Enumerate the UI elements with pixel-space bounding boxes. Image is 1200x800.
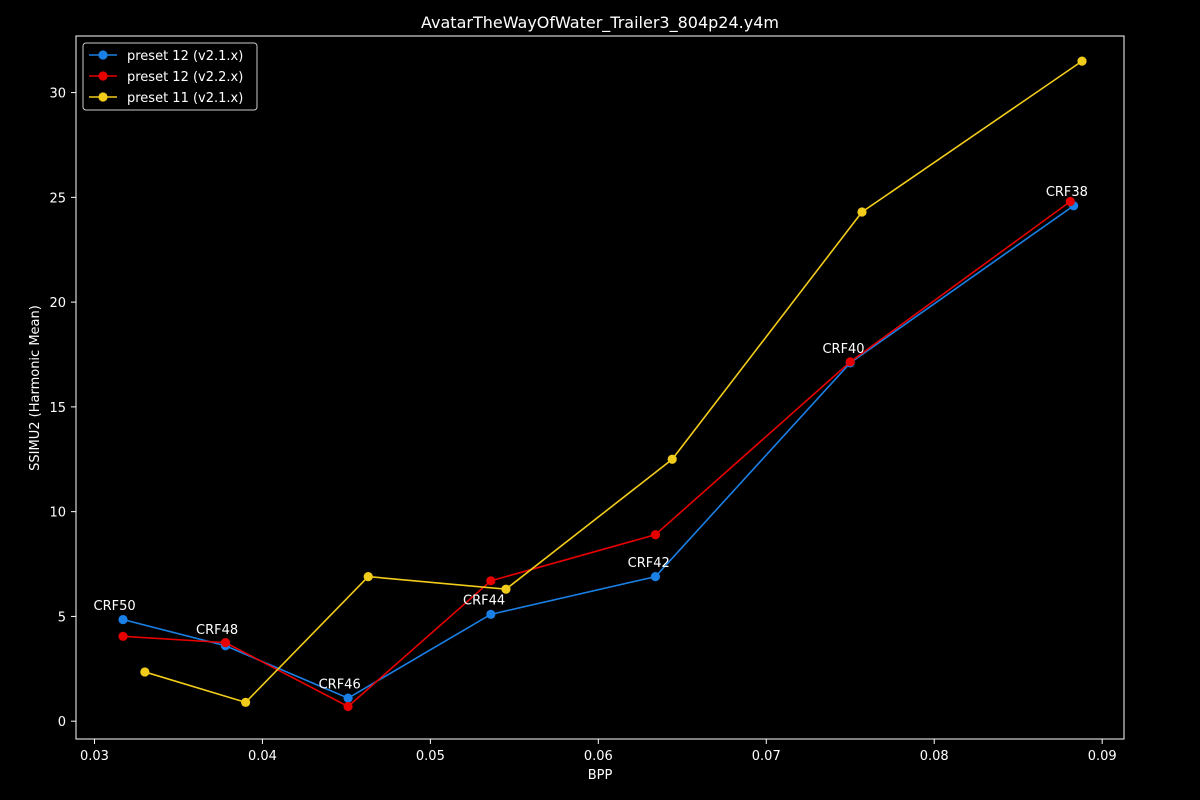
x-axis: 0.03 0.04 0.05 0.06 0.07 0.08 0.09 — [80, 739, 1117, 764]
crf-label: CRF50 — [94, 599, 136, 614]
series-line — [144, 60, 1083, 704]
crf-label: CRF40 — [822, 342, 864, 357]
legend-marker — [98, 50, 108, 60]
y-tick-label: 15 — [49, 401, 66, 416]
legend-box — [82, 42, 258, 111]
x-tick-label: 0.05 — [416, 749, 445, 764]
legend-marker — [98, 71, 108, 81]
y-tick-label: 5 — [58, 610, 66, 625]
data-point — [1077, 56, 1087, 66]
data-point — [241, 697, 251, 707]
legend-label: preset 12 (v2.2.x) — [127, 70, 243, 85]
data-point — [501, 584, 511, 594]
data-point — [650, 572, 661, 582]
crf-label: CRF46 — [319, 677, 361, 692]
x-tick-label: 0.07 — [752, 749, 781, 764]
x-axis-label: BPP — [588, 768, 613, 783]
series-1 — [118, 201, 1079, 703]
legend-item: preset 12 (v2.1.x) — [89, 49, 243, 64]
x-tick-label: 0.08 — [920, 749, 949, 764]
crf-label: CRF44 — [463, 594, 505, 609]
data-point — [650, 530, 661, 540]
data-point — [486, 576, 496, 586]
y-tick-label: 20 — [49, 296, 66, 311]
plot-frame — [75, 35, 1125, 740]
series-3 — [140, 56, 1087, 707]
data-point — [220, 638, 231, 648]
x-tick-label: 0.09 — [1088, 749, 1117, 764]
data-point — [857, 207, 867, 217]
legend-marker — [98, 92, 108, 102]
legend: preset 12 (v2.1.x) preset 12 (v2.2.x) pres… — [82, 42, 258, 111]
annotations: CRF50 CRF48 CRF46 CRF44 CRF42 CRF40 CRF38 — [94, 185, 1088, 692]
data-point — [667, 454, 677, 464]
data-point — [118, 631, 128, 641]
y-tick-label: 25 — [49, 191, 66, 206]
series-line — [122, 200, 1071, 708]
series-2 — [118, 196, 1075, 712]
data-point — [486, 609, 496, 619]
data-point — [845, 357, 855, 367]
legend-item: preset 11 (v2.1.x) — [89, 91, 243, 106]
y-tick-label: 0 — [58, 715, 66, 730]
crf-label: CRF38 — [1046, 185, 1088, 200]
data-point — [363, 572, 373, 582]
legend-label: preset 11 (v2.1.x) — [127, 91, 243, 106]
crf-label: CRF48 — [196, 623, 238, 638]
y-tick-label: 10 — [49, 506, 66, 521]
legend-label: preset 12 (v2.1.x) — [127, 49, 243, 64]
y-axis-label: SSIMU2 (Harmonic Mean) — [28, 305, 43, 471]
y-tick-label: 30 — [49, 87, 66, 102]
data-point — [118, 614, 128, 625]
crf-label: CRF42 — [628, 556, 670, 571]
legend-item: preset 12 (v2.2.x) — [89, 70, 243, 85]
plot-area — [118, 56, 1087, 712]
data-point — [1065, 196, 1075, 207]
series-line — [122, 205, 1075, 700]
x-tick-label: 0.03 — [80, 749, 109, 764]
data-point — [343, 693, 353, 703]
x-tick-label: 0.06 — [584, 749, 613, 764]
chart-title: AvatarTheWayOfWater_Trailer3_804p24.y4m — [421, 13, 779, 33]
y-axis: 0 5 10 15 20 25 30 — [49, 87, 76, 730]
data-point — [343, 701, 353, 712]
x-tick-label: 0.04 — [248, 749, 277, 764]
data-point — [140, 667, 150, 677]
